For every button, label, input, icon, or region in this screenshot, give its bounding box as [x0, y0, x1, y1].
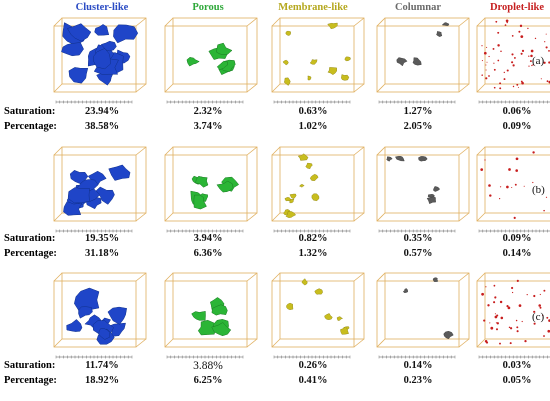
phase-cube-a-2: [164, 17, 258, 104]
phase-cube-b-3: [271, 146, 365, 233]
percentage-value: 0.05%: [502, 375, 532, 386]
percentage-label: Percentage:: [4, 375, 57, 386]
percentage-value: 0.41%: [298, 375, 328, 386]
column-header-cluster-like: Cluster-like: [75, 2, 129, 13]
saturation-value: 0.14%: [403, 360, 433, 371]
column-header-columnar: Columnar: [394, 2, 442, 13]
saturation-value: 3.88%: [193, 360, 223, 372]
phase-cube-a-5: [476, 17, 550, 104]
saturation-label: Saturation:: [4, 233, 56, 244]
saturation-value: 11.74%: [85, 360, 119, 371]
saturation-value: 0.82%: [298, 233, 328, 244]
percentage-value: 1.02%: [298, 121, 328, 132]
saturation-label: Saturation:: [4, 360, 56, 371]
percentage-value: 18.92%: [84, 375, 120, 386]
phase-cube-c-5: [476, 272, 550, 359]
percentage-label: Percentage:: [4, 248, 57, 259]
percentage-value: 2.05%: [403, 121, 433, 132]
column-header-droplet-like: Droplet-like: [489, 2, 545, 13]
panel-label: (a): [532, 55, 545, 67]
panel-label: (b): [532, 184, 545, 196]
phase-cube-b-2: [164, 146, 258, 233]
percentage-label: Percentage:: [4, 121, 57, 132]
percentage-value: 0.23%: [403, 375, 433, 386]
saturation-value: 0.09%: [502, 233, 532, 244]
column-header-porous: Porous: [192, 2, 224, 13]
percentage-value: 0.57%: [403, 248, 433, 259]
percentage-value: 0.14%: [502, 248, 532, 259]
percentage-value: 6.25%: [193, 375, 223, 386]
phase-cube-c-3: [271, 272, 365, 359]
phase-cube-c-1: [53, 272, 147, 359]
phase-cube-b-1: [53, 146, 147, 233]
percentage-value: 0.09%: [502, 121, 532, 132]
phase-cube-c-2: [164, 272, 258, 359]
percentage-value: 3.74%: [193, 121, 223, 132]
phase-cube-b-4: [376, 146, 470, 233]
saturation-value: 23.94%: [84, 106, 120, 117]
saturation-value: 0.03%: [502, 360, 532, 371]
saturation-value: 2.32%: [193, 106, 223, 117]
phase-cube-a-4: [376, 17, 470, 104]
saturation-value: 0.26%: [298, 360, 328, 371]
saturation-value: 3.94%: [193, 233, 223, 244]
phase-cube-b-5: [476, 146, 550, 233]
column-header-membrane-like: Membrane-like: [278, 2, 348, 13]
saturation-value: 0.06%: [502, 106, 532, 117]
saturation-value: 1.27%: [403, 106, 433, 117]
saturation-value: 0.35%: [403, 233, 433, 244]
phase-cube-c-4: [376, 272, 470, 359]
percentage-value: 6.36%: [193, 248, 223, 259]
saturation-value: 19.35%: [84, 233, 120, 244]
saturation-value: 0.63%: [298, 106, 328, 117]
saturation-label: Saturation:: [4, 106, 56, 117]
percentage-value: 1.32%: [298, 248, 328, 259]
phase-cube-a-1: [53, 17, 147, 104]
percentage-value: 38.58%: [84, 121, 120, 132]
phase-cube-a-3: [271, 17, 365, 104]
panel-label: (c): [532, 311, 545, 323]
percentage-value: 31.18%: [84, 248, 120, 259]
